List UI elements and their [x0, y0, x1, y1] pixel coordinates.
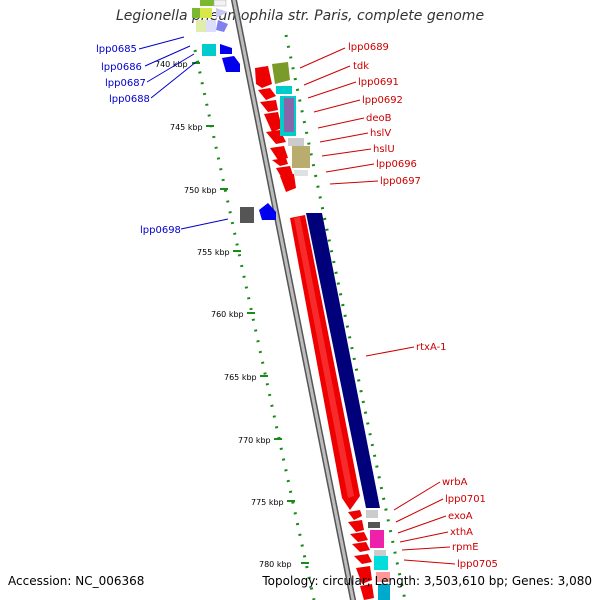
- gene-label-lpp0687: lpp0687: [105, 78, 146, 89]
- tick-label: 780 kbp: [259, 560, 292, 569]
- middle-features-upper: [272, 62, 310, 176]
- tick-label: 740 kbp: [155, 60, 188, 69]
- gene-label-lpp0688: lpp0688: [109, 94, 150, 105]
- gene-label-rpme: rpmE: [452, 542, 479, 553]
- gene-label-rtxa-1: rtxA-1: [416, 342, 447, 353]
- tick-label: 745 kbp: [170, 123, 203, 132]
- gene-label-lpp0705: lpp0705: [457, 559, 498, 570]
- tick-label: 755 kbp: [197, 248, 230, 257]
- accession-text: Accession: NC_006368: [8, 574, 145, 588]
- gene-label-hslv: hslV: [370, 128, 391, 139]
- red-gene-arrows-lower: [348, 510, 374, 600]
- gene-label-exoa: exoA: [448, 511, 473, 522]
- left-pointer-lines: [138, 36, 229, 230]
- tick-label: 760 kbp: [211, 310, 244, 319]
- gene-label-lpp0698: lpp0698: [140, 225, 181, 236]
- tick-label: 770 kbp: [238, 436, 271, 445]
- topology-text: Topology: circular; Length: 3,503,610 bp…: [262, 574, 592, 588]
- middle-features-lower: [366, 510, 390, 600]
- red-gene-arrows-upper: [255, 66, 296, 192]
- gene-label-lpp0697: lpp0697: [380, 176, 421, 187]
- gene-label-xtha: xthA: [450, 527, 473, 538]
- right-pointer-lines: [299, 47, 456, 565]
- gene-label-lpp0701: lpp0701: [445, 494, 486, 505]
- feature-lpp0698-arrow: [259, 203, 276, 220]
- gene-label-lpp0686: lpp0686: [101, 62, 142, 73]
- gene-label-lpp0691: lpp0691: [358, 77, 399, 88]
- gene-label-tdk: tdk: [353, 61, 369, 72]
- gene-label-lpp0696: lpp0696: [376, 159, 417, 170]
- genome-backbone: [230, 0, 357, 600]
- feature-rtxa-1-navy: [306, 213, 380, 508]
- left-feature-cluster-top: [192, 0, 240, 72]
- gene-label-lpp0692: lpp0692: [362, 95, 403, 106]
- tick-label: 750 kbp: [184, 186, 217, 195]
- gene-label-deob: deoB: [366, 113, 392, 124]
- tick-label: 765 kbp: [224, 373, 257, 382]
- gene-label-lpp0689: lpp0689: [348, 42, 389, 53]
- gene-label-wrba: wrbA: [442, 477, 468, 488]
- feature-rtxa-1-highlight: [294, 217, 354, 498]
- gene-label-lpp0685: lpp0685: [96, 44, 137, 55]
- feature-lpp0698: [240, 207, 254, 223]
- tick-label: 775 kbp: [251, 498, 284, 507]
- tick-marks: [192, 62, 309, 564]
- gene-label-hslu: hslU: [373, 144, 395, 155]
